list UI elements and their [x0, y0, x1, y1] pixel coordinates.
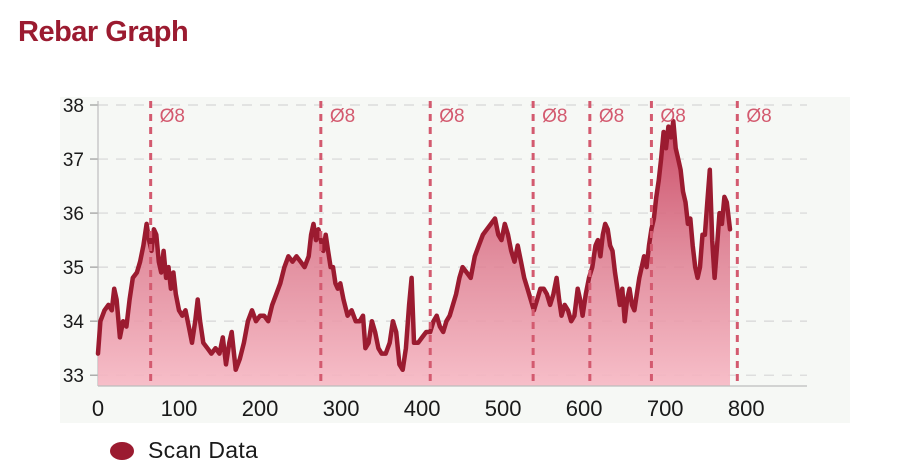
x-tick-label: 700 — [647, 396, 684, 421]
y-tick-label: 38 — [63, 96, 84, 117]
y-tick-label: 37 — [63, 150, 84, 171]
legend-swatch — [110, 441, 134, 460]
y-tick-label: 33 — [63, 366, 84, 387]
legend-label: Scan Data — [148, 437, 259, 463]
rebar-marker-label: Ø8 — [542, 106, 567, 127]
rebar-marker-label: Ø8 — [746, 106, 771, 127]
x-tick-label: 100 — [161, 396, 198, 421]
x-tick-label: 800 — [728, 396, 765, 421]
chart-svg: 33 34 35 36 37 38 Ø8 Ø8 Ø8 Ø8 Ø8 Ø8 Ø8 0 100 200 300 40… — [60, 96, 850, 423]
x-tick-label: 0 — [92, 396, 104, 421]
y-axis: 33 34 35 36 37 38 — [63, 96, 99, 387]
rebar-marker-label: Ø8 — [660, 106, 685, 127]
rebar-marker-label: Ø8 — [160, 106, 185, 127]
y-tick-label: 36 — [63, 204, 84, 225]
series-area — [95, 118, 733, 386]
rebar-marker-label: Ø8 — [439, 106, 464, 127]
legend: Scan Data — [110, 437, 258, 464]
rebar-marker-label: Ø8 — [599, 106, 624, 127]
series-line — [95, 118, 733, 373]
page-title: Rebar Graph — [18, 16, 189, 48]
rebar-markers: Ø8 Ø8 Ø8 Ø8 Ø8 Ø8 Ø8 — [149, 101, 772, 386]
x-tick-label: 600 — [566, 396, 603, 421]
x-tick-label: 300 — [323, 396, 360, 421]
x-tick-label: 400 — [404, 396, 441, 421]
x-tick-label: 500 — [485, 396, 522, 421]
x-axis: 0 100 200 300 400 500 600 700 800 — [92, 385, 807, 421]
y-tick-label: 35 — [63, 258, 84, 279]
rebar-marker-label: Ø8 — [330, 106, 355, 127]
x-tick-label: 200 — [242, 396, 279, 421]
rebar-chart: 33 34 35 36 37 38 Ø8 Ø8 Ø8 Ø8 Ø8 Ø8 Ø8 0 100 200 300 40… — [0, 95, 902, 425]
y-tick-label: 34 — [63, 312, 85, 333]
